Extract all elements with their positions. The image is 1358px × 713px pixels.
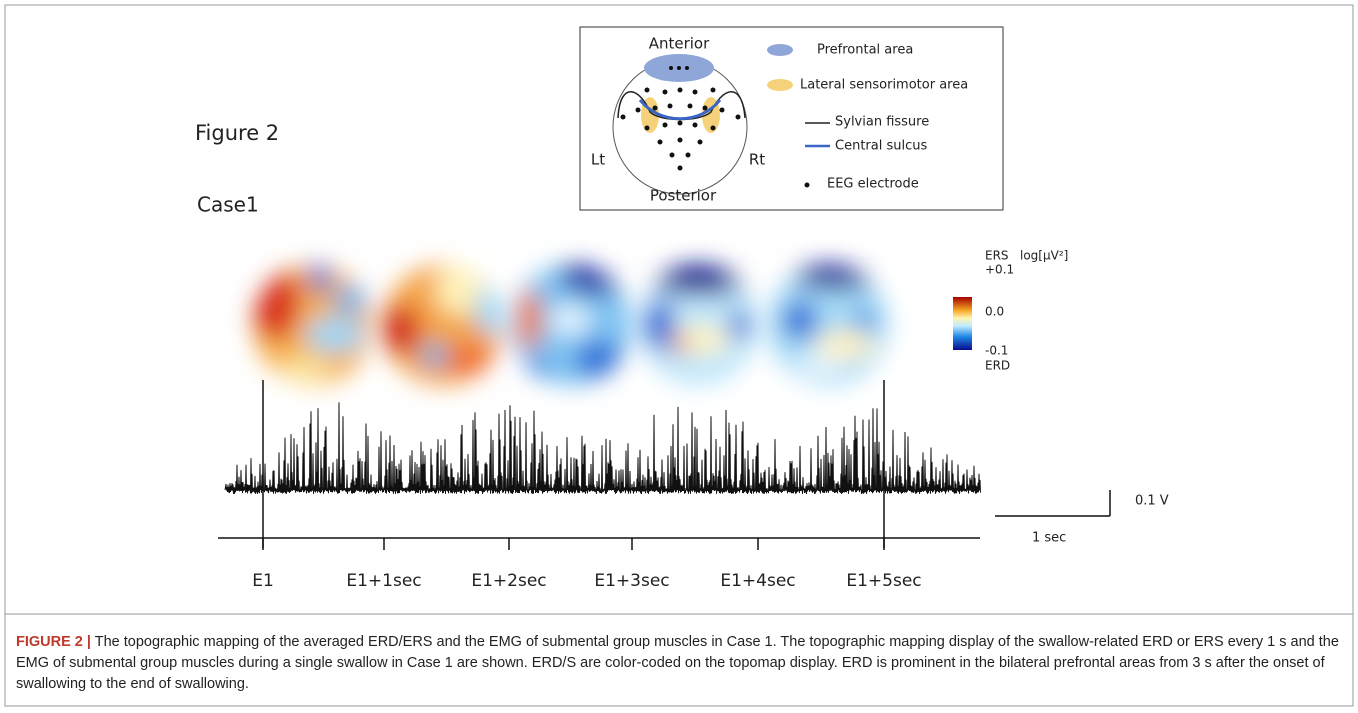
time-label: E1+4sec: [720, 571, 795, 591]
anterior-label: Anterior: [649, 35, 710, 53]
colorbar-top-label: ERS: [985, 249, 1009, 263]
legend-item: Lateral sensorimotor area: [800, 78, 968, 93]
time-label: E1+3sec: [594, 571, 669, 591]
scale-time: 1 sec: [1032, 531, 1066, 546]
frame: [4, 4, 1354, 707]
scale-amplitude: 0.1 V: [1135, 494, 1169, 509]
colorbar: [953, 297, 972, 350]
figure-label: Figure 2: [195, 121, 279, 145]
colorbar-min: -0.1: [985, 344, 1008, 358]
topomaps: [253, 265, 888, 385]
posterior-label: Posterior: [650, 187, 717, 205]
legend-item: Prefrontal area: [817, 43, 913, 58]
emg-trace: [224, 402, 981, 495]
legend-item: Sylvian fissure: [835, 115, 929, 130]
colorbar-bottom-label: ERD: [985, 359, 1010, 373]
caption-label: FIGURE 2 |: [16, 634, 91, 650]
time-label: E1: [252, 571, 274, 591]
left-label: Lt: [591, 151, 605, 169]
colorbar-mid: 0.0: [985, 305, 1004, 319]
time-ticks: E1 E1+1sec E1+2sec E1+3sec E1+4sec E1+5sec: [252, 538, 922, 591]
time-label: E1+2sec: [471, 571, 546, 591]
time-label: E1+1sec: [346, 571, 421, 591]
caption-text: The topographic mapping of the averaged …: [16, 634, 1339, 692]
case-label: Case1: [197, 193, 259, 217]
legend: Anterior Posterior Lt Rt Prefrontal area…: [579, 26, 1004, 211]
colorbar-unit: log[µV²]: [1020, 249, 1068, 263]
right-label: Rt: [749, 151, 765, 169]
time-label: E1+5sec: [846, 571, 921, 591]
colorbar-max: +0.1: [985, 263, 1014, 277]
legend-item: EEG electrode: [827, 177, 919, 192]
legend-item: Central sulcus: [835, 139, 927, 154]
caption: FIGURE 2 | The topographic mapping of th…: [16, 632, 1341, 695]
